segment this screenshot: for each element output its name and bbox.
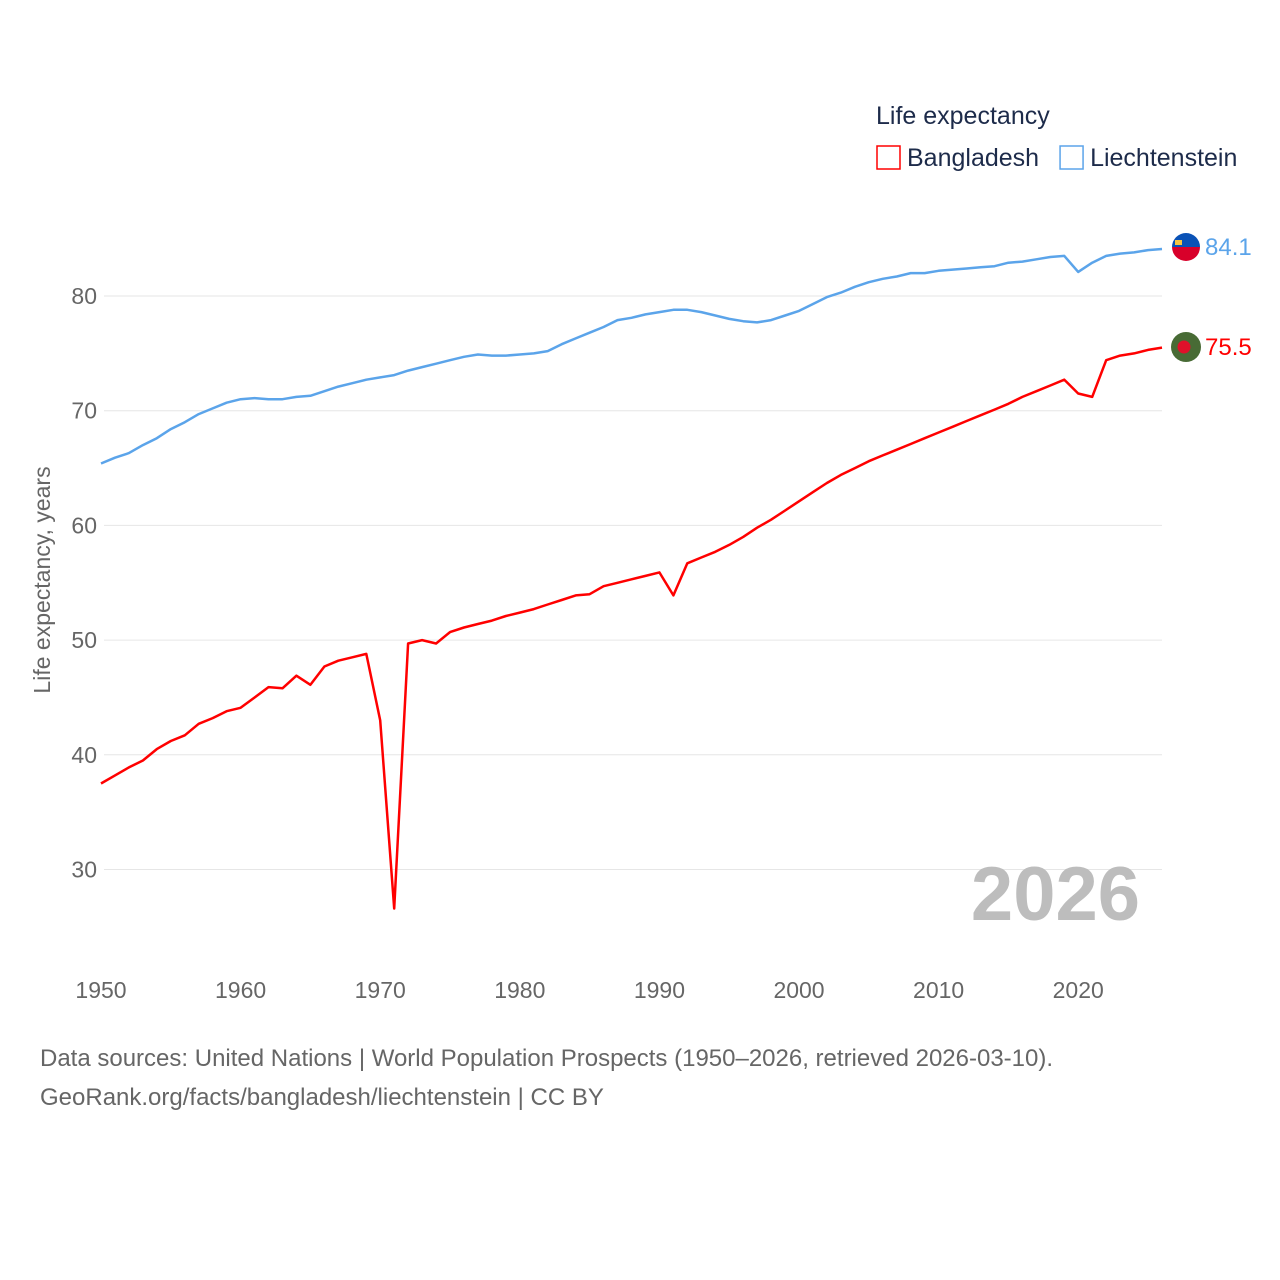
legend-swatch	[1059, 145, 1084, 170]
end-label-liechtenstein: 84.1	[1205, 234, 1252, 261]
x-tick-label: 1980	[494, 977, 545, 1003]
credit-link[interactable]: GeoRank.org/facts/bangladesh/liechtenste…	[40, 1084, 604, 1111]
y-tick-label: 50	[71, 627, 97, 653]
x-tick-label: 1970	[355, 977, 406, 1003]
data-sources: Data sources: United Nations | World Pop…	[40, 1045, 1054, 1072]
x-tick-label: 1950	[75, 977, 126, 1003]
x-tick-label: 2010	[913, 977, 964, 1003]
x-tick-label: 1990	[634, 977, 685, 1003]
series-line-bangladesh	[100, 346, 1163, 910]
y-axis-label: Life expectancy, years	[29, 466, 55, 693]
series-line-liechtenstein	[100, 247, 1163, 465]
y-tick-label: 80	[71, 283, 97, 309]
y-tick-label: 70	[71, 398, 97, 424]
legend-item-liechtenstein[interactable]: Liechtenstein	[1090, 144, 1237, 172]
legend-item-bangladesh[interactable]: Bangladesh	[907, 144, 1039, 172]
legend-title: Life expectancy	[876, 102, 1050, 130]
y-tick-label: 40	[71, 742, 97, 768]
legend: Life expectancy Bangladesh Liechtenstein	[876, 102, 1237, 172]
y-tick-label: 30	[71, 857, 97, 883]
x-tick-label: 2020	[1053, 977, 1104, 1003]
liechtenstein-flag-icon	[1172, 233, 1200, 261]
x-tick-label: 2000	[773, 977, 824, 1003]
legend-swatch	[876, 145, 901, 170]
bangladesh-flag-icon	[1171, 332, 1201, 362]
x-tick-label: 1960	[215, 977, 266, 1003]
y-tick-label: 60	[71, 512, 97, 538]
end-label-bangladesh: 75.5	[1205, 334, 1252, 361]
year-watermark: 2026	[971, 852, 1140, 937]
